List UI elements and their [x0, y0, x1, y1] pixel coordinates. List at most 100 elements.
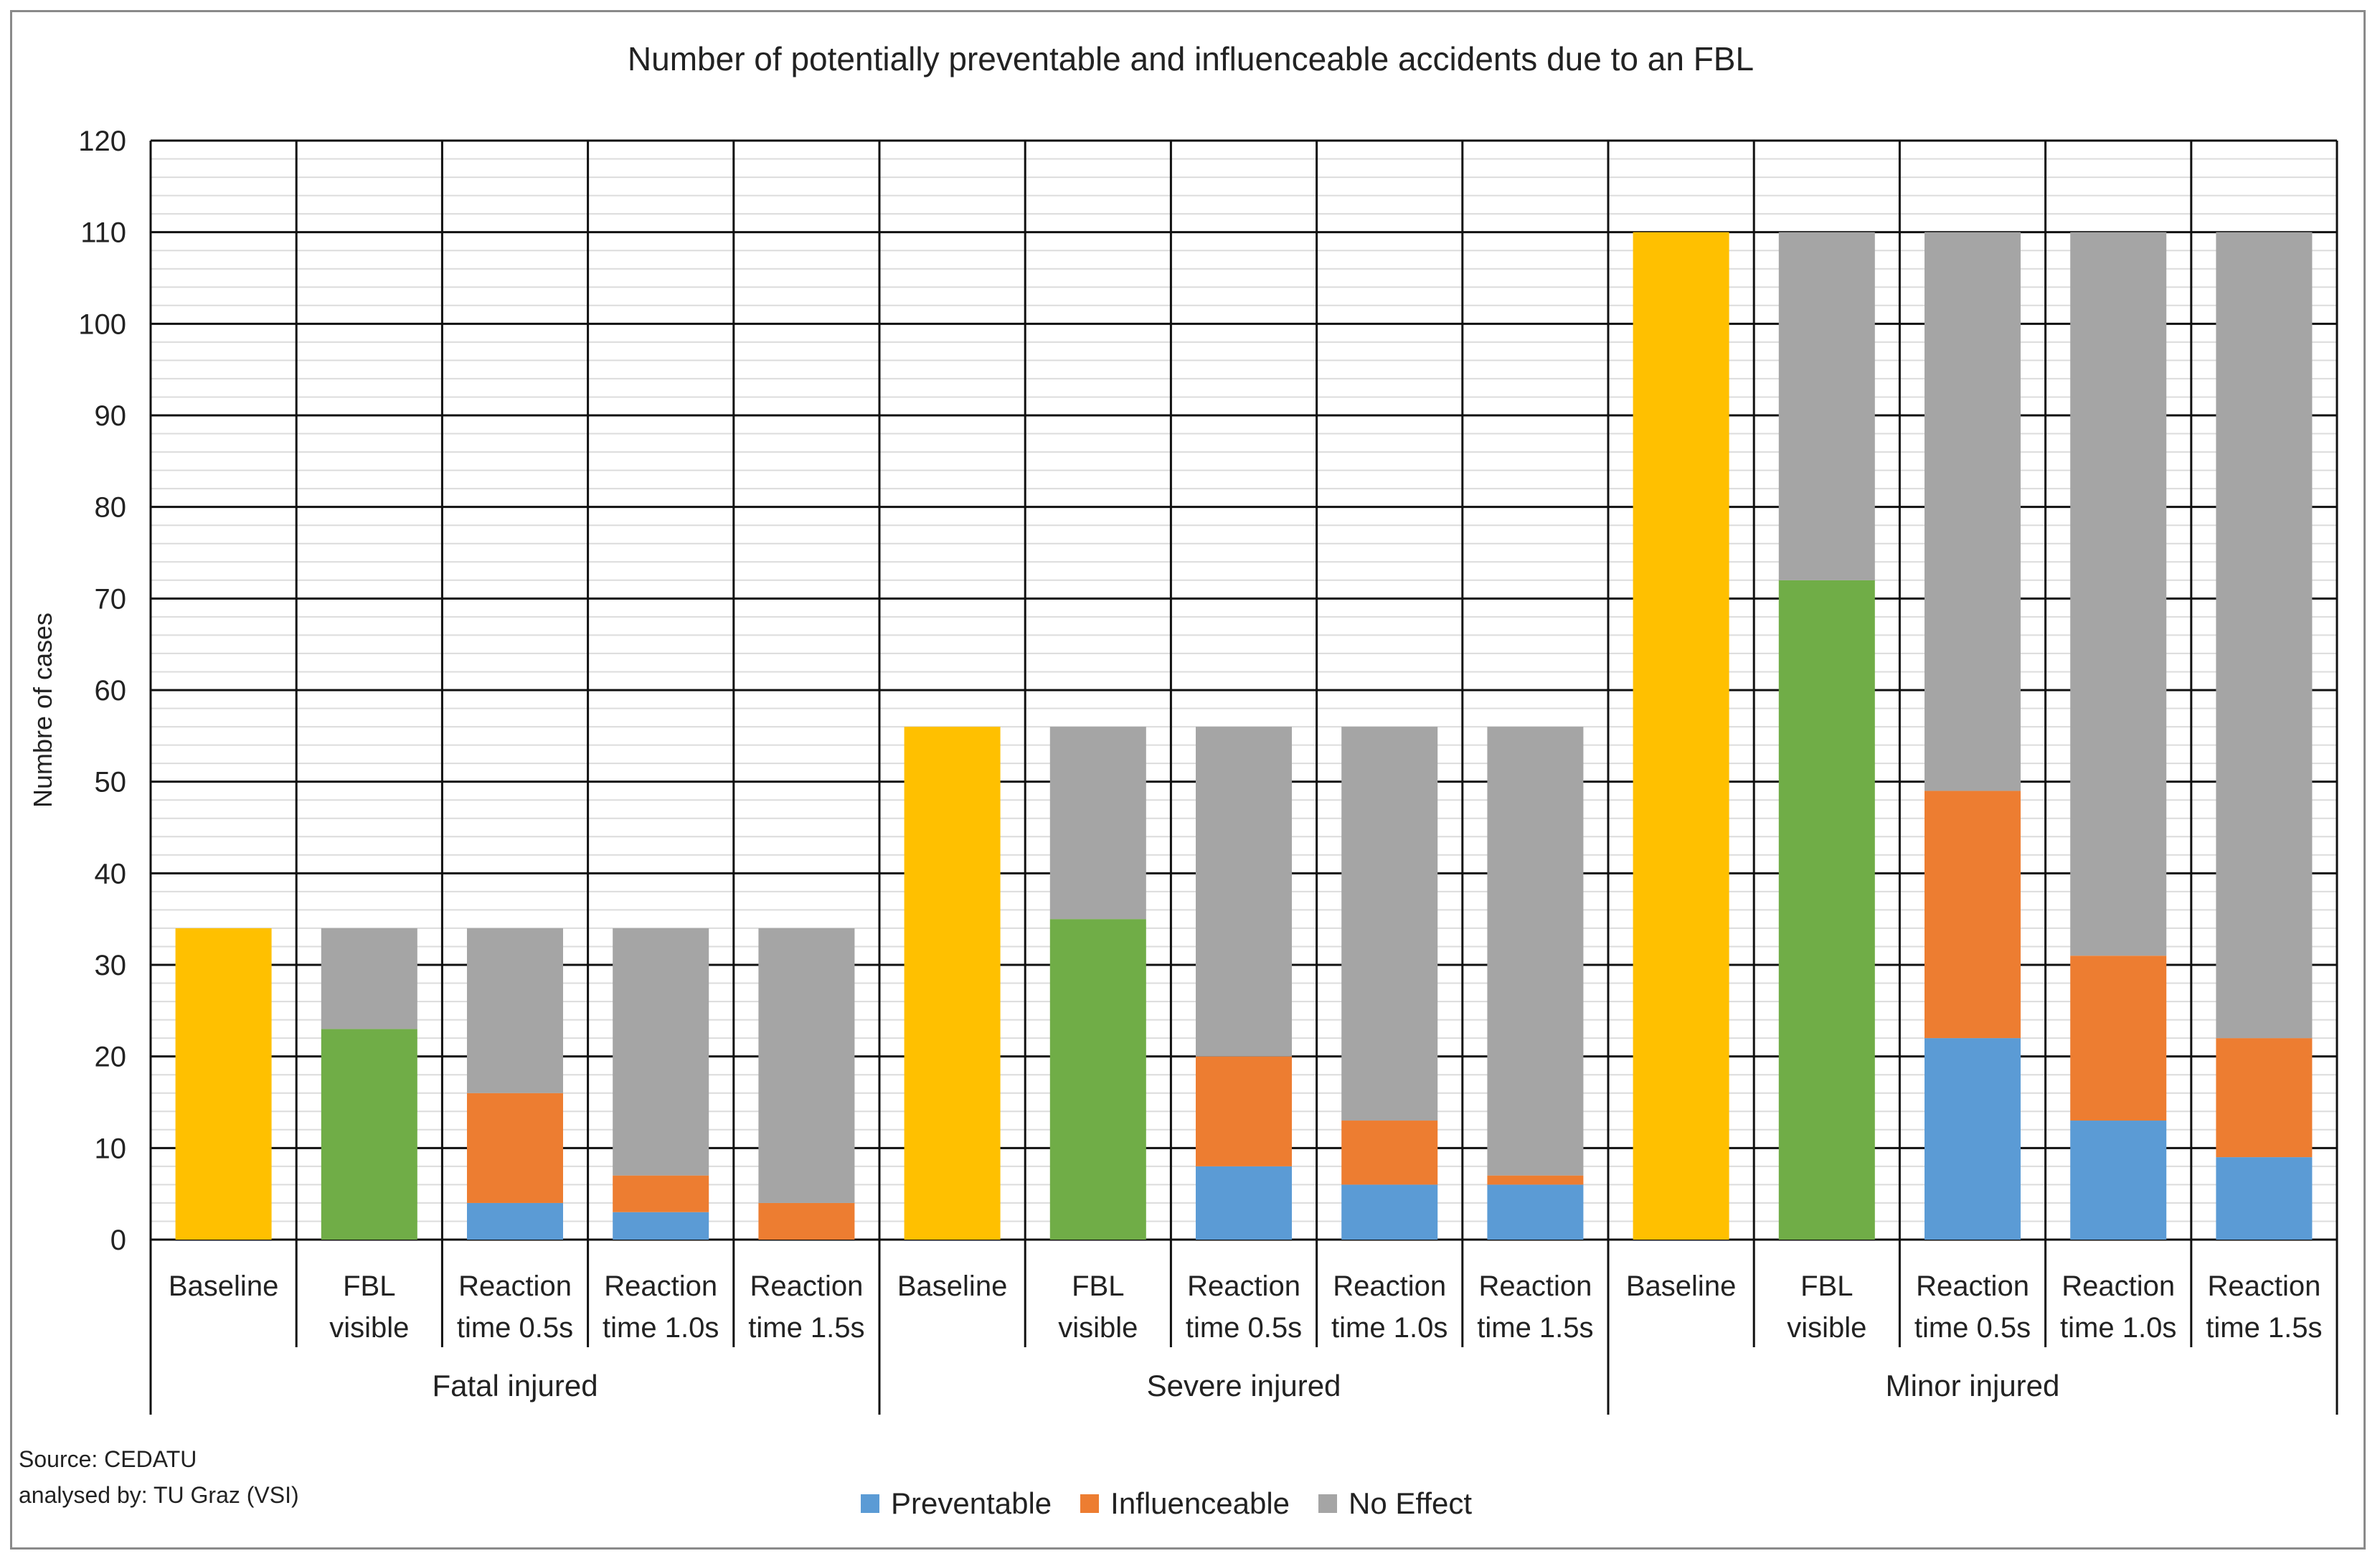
x-tick-label: FBL [1800, 1270, 1853, 1302]
bar-stack [321, 928, 417, 1240]
x-tick-label: FBL [343, 1270, 395, 1302]
bar-stack [1778, 232, 1875, 1240]
legend-swatch-preventable [861, 1494, 879, 1513]
legend-item-influenceable: Influenceable [1080, 1486, 1290, 1521]
chart-title: Number of potentially preventable and in… [628, 40, 1754, 77]
bar-segment-influenceable [2216, 1038, 2313, 1158]
x-tick-label: time 1.0s [1331, 1312, 1448, 1344]
legend: Preventable Influenceable No Effect [861, 1482, 1472, 1525]
legend-item-preventable: Preventable [861, 1486, 1052, 1521]
bar-segment-no-effect [1487, 727, 1584, 1176]
y-tick-label: 30 [95, 950, 127, 981]
bar-segment-no-effect [321, 928, 417, 1029]
legend-label-no-effect: No Effect [1349, 1486, 1473, 1520]
y-tick-label: 60 [95, 675, 127, 707]
axes: 0 10 20 30 40 50 60 70 80 90 100 110 120 Baseline FBL v… [78, 126, 2338, 1415]
y-tick-label: 10 [95, 1133, 127, 1164]
bar-segment-preventable [1341, 1184, 1438, 1240]
bar-segment-fbl-visible [321, 1029, 417, 1240]
bar-stack [1341, 727, 1438, 1240]
bar-stack [1196, 727, 1292, 1240]
bar-stack [613, 928, 709, 1240]
group-label: Fatal injured [432, 1369, 598, 1402]
x-tick-label: Reaction [1916, 1270, 2029, 1302]
x-tick-label: time 1.5s [2206, 1312, 2322, 1344]
analysed-by-line: analysed by: TU Graz (VSI) [19, 1482, 299, 1508]
bar-segment-baseline [1633, 232, 1729, 1240]
bar-segment-fbl-visible [1778, 580, 1875, 1240]
x-tick-label: Reaction [1478, 1270, 1592, 1302]
bar-stack [467, 928, 563, 1240]
legend-swatch-influenceable [1080, 1494, 1100, 1513]
bar-segment-preventable [613, 1212, 709, 1240]
y-tick-label: 20 [95, 1042, 127, 1073]
bar-segment-preventable [1487, 1184, 1584, 1240]
bar-segment-baseline [175, 928, 272, 1240]
y-axis-label: Numbre of cases [28, 613, 57, 808]
bar-segment-influenceable [1925, 791, 2021, 1039]
bar-segment-baseline [904, 727, 1001, 1240]
bar-segment-preventable [1925, 1038, 2021, 1240]
y-tick-label: 70 [95, 583, 127, 615]
bar-segment-influenceable [1341, 1121, 1438, 1185]
x-tick-label: Baseline [897, 1270, 1007, 1302]
bar-segment-no-effect [1778, 232, 1875, 580]
bar-stack [1925, 232, 2021, 1240]
bar-segment-influenceable [467, 1093, 563, 1203]
x-tick-label: time 1.0s [2060, 1312, 2176, 1344]
bar-stack [2216, 232, 2313, 1240]
x-tick-label: visible [1787, 1312, 1866, 1344]
bar-segment-no-effect [613, 928, 709, 1176]
x-tick-label: time 1.5s [1477, 1312, 1593, 1344]
y-tick-label: 100 [78, 308, 126, 340]
bar-stack [1487, 727, 1584, 1240]
x-tick-label: time 1.5s [748, 1312, 864, 1344]
group-label: Severe injured [1147, 1369, 1341, 1402]
bar-segment-no-effect [1925, 232, 2021, 791]
legend-item-no-effect: No Effect [1318, 1486, 1472, 1521]
bar-segment-no-effect [1049, 727, 1146, 920]
bar-segment-fbl-visible [1049, 919, 1146, 1240]
y-tick-label: 120 [78, 126, 126, 157]
bar-segment-influenceable [1487, 1175, 1584, 1185]
legend-swatch-no-effect [1318, 1494, 1338, 1513]
x-tick-label: Reaction [1333, 1270, 1446, 1302]
x-tick-label: Reaction [2207, 1270, 2320, 1302]
x-tick-label: time 1.0s [603, 1312, 719, 1344]
y-tick-label: 80 [95, 492, 127, 524]
bar-segment-influenceable [2070, 956, 2167, 1121]
x-tick-label: time 0.5s [1914, 1312, 2031, 1344]
y-tick-label: 110 [80, 217, 126, 249]
bar-segment-no-effect [758, 928, 855, 1203]
bar-segment-no-effect [1196, 727, 1292, 1057]
bar-stack [1049, 727, 1146, 1240]
x-tick-label: Baseline [1626, 1270, 1736, 1302]
bar-segment-no-effect [467, 928, 563, 1093]
y-tick-label: 50 [95, 767, 127, 798]
bar-segment-influenceable [1196, 1056, 1292, 1166]
source-line: Source: CEDATU [19, 1446, 197, 1472]
x-tick-label: Reaction [1187, 1270, 1300, 1302]
bar-stack [904, 727, 1001, 1240]
x-tick-label: Reaction [750, 1270, 863, 1302]
bar-segment-preventable [1196, 1166, 1292, 1240]
x-tick-label: visible [1058, 1312, 1138, 1344]
y-tick-label: 0 [110, 1225, 126, 1256]
legend-label-preventable: Preventable [891, 1486, 1052, 1520]
y-tick-label: 90 [95, 400, 127, 432]
bar-stack [2070, 232, 2167, 1240]
group-label: Minor injured [1886, 1369, 2060, 1402]
x-tick-label: Reaction [458, 1270, 572, 1302]
bar-segment-preventable [2070, 1121, 2167, 1240]
x-tick-label: Reaction [604, 1270, 717, 1302]
x-tick-label: time 0.5s [457, 1312, 573, 1344]
bars [175, 232, 2313, 1240]
legend-label-influenceable: Influenceable [1110, 1486, 1290, 1520]
bar-segment-preventable [467, 1202, 563, 1240]
bar-segment-preventable [2216, 1157, 2313, 1240]
bar-segment-no-effect [1341, 727, 1438, 1121]
x-tick-label: time 0.5s [1186, 1312, 1302, 1344]
x-tick-label: Baseline [169, 1270, 278, 1302]
y-tick-label: 40 [95, 858, 127, 890]
